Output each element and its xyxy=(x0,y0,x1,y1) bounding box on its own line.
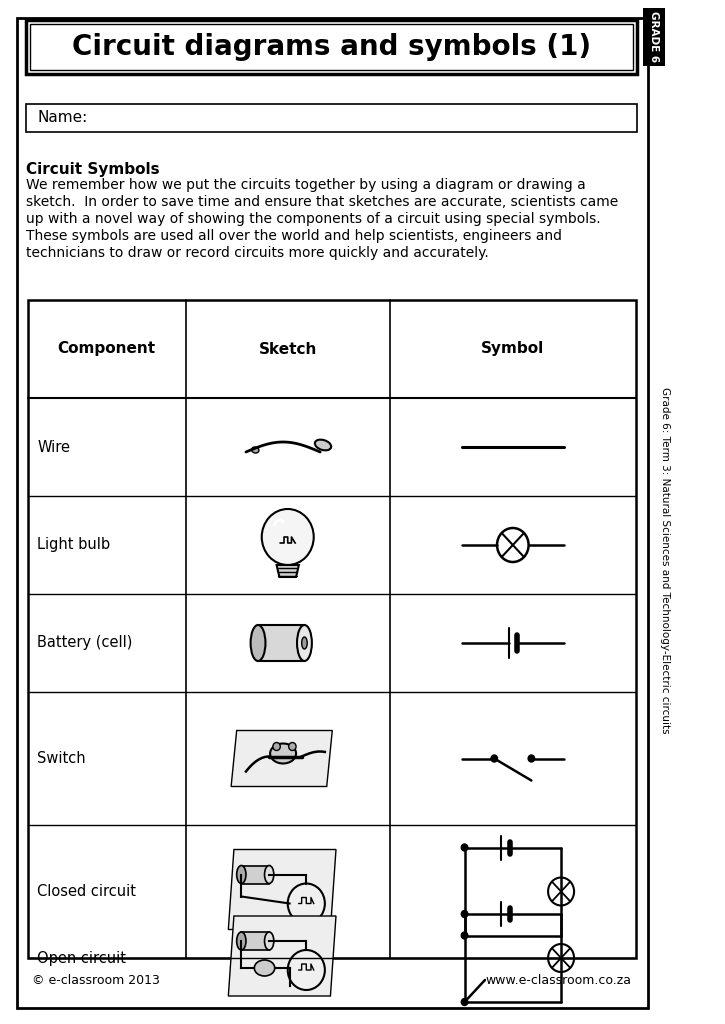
Ellipse shape xyxy=(254,961,275,976)
Text: www.e-classroom.co.za: www.e-classroom.co.za xyxy=(485,974,631,986)
Text: technicians to draw or record circuits more quickly and accurately.: technicians to draw or record circuits m… xyxy=(26,246,489,260)
Text: Sketch: Sketch xyxy=(259,341,317,356)
Text: Switch: Switch xyxy=(37,751,86,766)
Text: These symbols are used all over the world and help scientists, engineers and: These symbols are used all over the worl… xyxy=(26,229,562,243)
Text: Component: Component xyxy=(58,341,156,356)
Bar xyxy=(26,104,637,132)
Bar xyxy=(26,20,637,74)
Circle shape xyxy=(262,509,314,565)
Text: Light bulb: Light bulb xyxy=(37,538,110,553)
Ellipse shape xyxy=(236,932,246,950)
Ellipse shape xyxy=(265,932,274,950)
Bar xyxy=(643,8,666,66)
Ellipse shape xyxy=(302,637,307,649)
Circle shape xyxy=(528,755,534,762)
Text: Circuit diagrams and symbols (1): Circuit diagrams and symbols (1) xyxy=(72,33,591,61)
Circle shape xyxy=(288,950,325,990)
Ellipse shape xyxy=(265,865,274,884)
Polygon shape xyxy=(228,850,336,930)
Text: Name:: Name: xyxy=(37,111,88,126)
Circle shape xyxy=(461,932,468,939)
Circle shape xyxy=(289,742,296,751)
Text: Symbol: Symbol xyxy=(481,341,544,356)
Circle shape xyxy=(461,844,468,851)
Polygon shape xyxy=(231,730,332,786)
Text: Wire: Wire xyxy=(37,439,70,455)
Text: sketch.  In order to save time and ensure that sketches are accurate, scientists: sketch. In order to save time and ensure… xyxy=(26,195,618,209)
Ellipse shape xyxy=(251,625,265,662)
Text: We remember how we put the circuits together by using a diagram or drawing a: We remember how we put the circuits toge… xyxy=(26,178,586,193)
Text: Closed circuit: Closed circuit xyxy=(37,884,136,899)
Circle shape xyxy=(461,998,468,1006)
Polygon shape xyxy=(228,916,336,996)
Circle shape xyxy=(273,742,281,751)
Text: © e-classroom 2013: © e-classroom 2013 xyxy=(33,974,160,986)
Circle shape xyxy=(288,884,325,924)
Bar xyxy=(28,300,636,958)
Text: Open circuit: Open circuit xyxy=(37,950,126,966)
Bar xyxy=(241,865,269,884)
Text: up with a novel way of showing the components of a circuit using special symbols: up with a novel way of showing the compo… xyxy=(26,212,600,226)
Text: Circuit Symbols: Circuit Symbols xyxy=(26,162,160,177)
Ellipse shape xyxy=(236,865,246,884)
Ellipse shape xyxy=(270,743,296,764)
Ellipse shape xyxy=(315,439,331,451)
Text: Battery (cell): Battery (cell) xyxy=(37,636,133,650)
Bar xyxy=(241,932,269,950)
Ellipse shape xyxy=(297,625,312,662)
Text: GRADE 6: GRADE 6 xyxy=(650,11,659,62)
Bar xyxy=(258,625,304,662)
Ellipse shape xyxy=(252,446,259,453)
Text: Grade 6: Term 3: Natural Sciences and Technology-Electric circuits: Grade 6: Term 3: Natural Sciences and Te… xyxy=(660,387,671,733)
Bar xyxy=(30,24,633,70)
Circle shape xyxy=(491,755,497,762)
Circle shape xyxy=(461,910,468,918)
Polygon shape xyxy=(277,565,299,577)
